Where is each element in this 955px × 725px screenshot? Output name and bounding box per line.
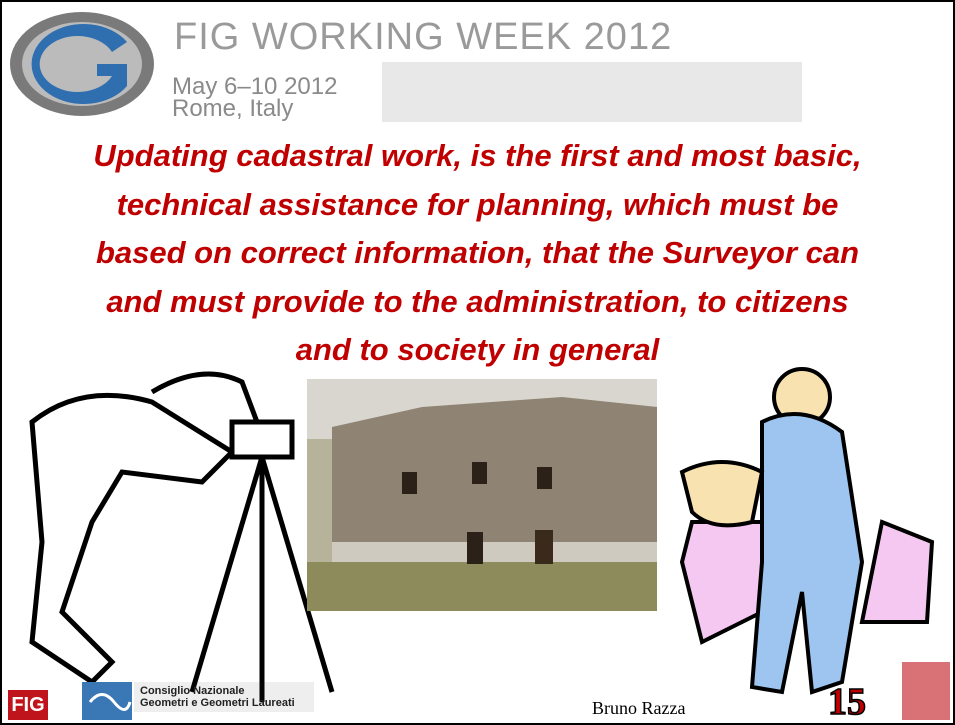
event-location: Rome, Italy <box>172 98 337 120</box>
slide: FIG WORKING WEEK 2012 May 6–10 2012 Rome… <box>0 0 955 725</box>
council-line: Consiglio Nazionale <box>140 685 295 697</box>
quote-line: based on correct information, that the S… <box>2 229 953 278</box>
quote: Updating cadastral work, is the first an… <box>2 132 953 375</box>
page-number: 15 <box>828 680 866 724</box>
quote-line: and to society in general <box>2 326 953 375</box>
header-backdrop <box>382 62 802 122</box>
council-line: Geometri e Geometri Laureati <box>140 697 295 709</box>
house-photo <box>307 379 657 611</box>
quote-line: technical assistance for planning, which… <box>2 181 953 230</box>
author: Bruno Razza <box>592 698 685 719</box>
fig-badge: FIG <box>8 690 48 720</box>
rome-logo <box>902 662 950 720</box>
event-info: May 6–10 2012 Rome, Italy <box>172 76 337 120</box>
quote-line: Updating cadastral work, is the first an… <box>2 132 953 181</box>
quote-line: and must provide to the administration, … <box>2 278 953 327</box>
event-title: FIG WORKING WEEK 2012 <box>174 16 672 59</box>
fig-logo <box>10 12 154 116</box>
surveyor-drawing <box>32 374 332 702</box>
worker-drawing <box>682 369 932 692</box>
